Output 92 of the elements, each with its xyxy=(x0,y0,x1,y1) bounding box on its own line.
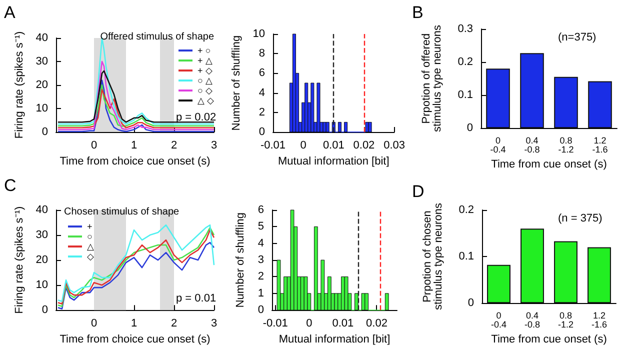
y-axis-title: Firing rate (spikes s⁻¹) xyxy=(13,31,26,139)
bar xyxy=(588,81,612,128)
x-axis-title: Mutual information [bit] xyxy=(278,334,390,346)
legend-label: △ xyxy=(87,242,94,252)
x-tick-label: 0.02 xyxy=(366,318,388,330)
y-tick-label: 0.3 xyxy=(458,23,473,35)
x-tick-label: -0.01 xyxy=(262,318,288,330)
y-tick-label: 3 xyxy=(258,254,264,266)
legend-label: ◇ xyxy=(87,252,94,262)
x-tick-label: 1 xyxy=(130,318,138,330)
x-axis-title: Time from choice cue onset (s) xyxy=(60,155,210,168)
y-tick-label: 0.1 xyxy=(458,250,474,263)
text: B xyxy=(412,3,424,22)
annotation: (n = 375) xyxy=(558,212,602,224)
y-axis-title: Firing rate (spikes s⁻¹) xyxy=(13,206,26,314)
y-tick-label: 4 xyxy=(258,86,265,99)
x-tick-label: 0.8 -1.2 xyxy=(558,136,574,155)
y-tick-label: 30 xyxy=(36,56,48,68)
x-tick-label: 0 xyxy=(90,140,98,152)
x-tick-label: 0 xyxy=(90,318,98,330)
legend-label: ○ △ xyxy=(198,76,212,86)
x-tick-label: 0.4 -0.8 xyxy=(524,136,540,155)
legend-label: ○ ◇ xyxy=(198,86,212,96)
y-tick-label: 2 xyxy=(258,106,265,118)
bar xyxy=(520,228,544,304)
x-tick-label: 0 xyxy=(300,140,306,152)
x-tick-label: 0 -0.4 xyxy=(490,310,507,330)
x-axis-title: Mutual information [bit] xyxy=(278,155,390,168)
y-tick-label: 0 xyxy=(258,126,265,138)
y-tick-label: 0.2 xyxy=(458,56,473,68)
y-axis-title: Prpotion of chosen stimulus type neurons xyxy=(422,202,444,310)
x-tick-label: 0.8 -1.2 xyxy=(558,310,574,330)
annotation: (n=375) xyxy=(558,32,596,44)
bar xyxy=(486,68,510,128)
y-tick-label: 0 xyxy=(466,122,473,134)
text: D xyxy=(412,182,424,201)
legend-title: Chosen stimulus of shape xyxy=(64,206,180,218)
y-tick-label: 1 xyxy=(258,287,264,300)
legend-label: △ ◇ xyxy=(198,96,214,106)
x-axis-title: Time from cue onset (s) xyxy=(491,158,607,170)
x-tick-label: 2 xyxy=(170,140,178,152)
x-tick-label: 1.2 -1.6 xyxy=(592,136,608,155)
y-tick-label: 30 xyxy=(36,229,48,242)
text: A xyxy=(4,3,16,22)
x-tick-label: 3 xyxy=(210,318,218,330)
y-tick-label: 10 xyxy=(252,28,265,40)
x-tick-label: 0.01 xyxy=(322,140,344,152)
y-tick-label: 4 xyxy=(258,237,264,250)
legend-label: + ○ xyxy=(198,46,211,56)
y-tick-label: 8 xyxy=(258,48,265,60)
x-tick-label: 0.02 xyxy=(353,140,375,152)
y-tick-label: 0 xyxy=(42,126,48,138)
text: C xyxy=(4,176,16,195)
y-tick-label: 40 xyxy=(36,32,48,44)
y-tick-label: 2 xyxy=(258,270,264,283)
y-tick-label: 6 xyxy=(258,204,264,216)
y-tick-label: 0 xyxy=(468,297,474,310)
legend-label: + ◇ xyxy=(198,66,212,76)
y-tick-label: 0.1 xyxy=(458,89,473,102)
annotation: p = 0.01 xyxy=(176,292,216,304)
y-tick-label: 10 xyxy=(36,279,48,292)
x-tick-label: 1 xyxy=(130,140,138,152)
y-tick-label: 0.2 xyxy=(458,204,474,216)
x-axis-title: Time from choice cue onset (s) xyxy=(60,334,210,346)
y-tick-label: 40 xyxy=(36,204,48,216)
y-axis-title: Prpotion of offered stimulus type neurons xyxy=(420,24,444,132)
bar xyxy=(588,247,611,304)
legend-label: + xyxy=(87,222,92,232)
x-axis-title: Time from cue onset (s) xyxy=(491,334,607,346)
y-tick-label: 20 xyxy=(36,254,48,266)
legend-label: ○ xyxy=(87,232,92,242)
x-tick-label: 2 xyxy=(170,318,178,330)
x-tick-label: -0.01 xyxy=(260,140,286,152)
bar xyxy=(487,264,510,304)
x-tick-label: 0 -0.4 xyxy=(490,136,506,155)
bar xyxy=(554,76,578,128)
y-axis-title: Number of shuffling xyxy=(230,35,242,131)
legend-label: + △ xyxy=(198,56,212,66)
y-tick-label: 5 xyxy=(258,220,264,233)
bar xyxy=(520,53,544,128)
y-tick-label: 20 xyxy=(36,79,48,91)
bar xyxy=(554,241,578,304)
x-tick-label: 3 xyxy=(210,140,218,152)
x-tick-label: 1.2 -1.6 xyxy=(591,310,608,330)
x-tick-label: 0.4 -0.8 xyxy=(524,310,540,330)
x-tick-label: 0 xyxy=(306,318,312,330)
x-tick-label: 0.03 xyxy=(384,140,406,152)
y-tick-label: 6 xyxy=(258,67,265,80)
legend-title: Offered stimulus of shape xyxy=(100,32,214,42)
y-tick-label: 10 xyxy=(36,102,48,114)
x-tick-label: 0.01 xyxy=(332,318,354,330)
y-axis-title: Number of shuffling xyxy=(234,212,246,308)
